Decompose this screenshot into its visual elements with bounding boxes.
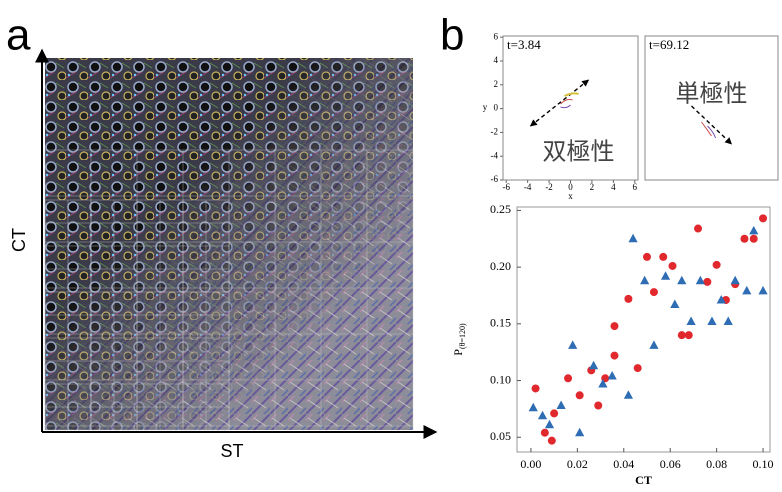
y-axis-label-sub: (θ=120) [458,323,467,349]
triangle-point [568,340,578,349]
particle [707,125,716,139]
triangle-point [556,400,566,409]
triangle-point [677,275,687,285]
x-tick-label: 0.00 [520,457,541,471]
circle-point [547,436,556,445]
y-tick-label: 0.15 [490,316,511,330]
particle [701,121,712,137]
circle-point [624,294,633,303]
circle-point [694,224,703,233]
circle-point [610,322,619,331]
x-tick-label: 0.02 [567,457,588,471]
circle-point [740,234,749,243]
triangle-point [575,427,585,437]
circle-point [540,428,549,437]
circle-point [649,288,658,297]
triangle-point [730,275,740,285]
triangle-point [607,371,617,380]
y-tick-label: 0.25 [490,202,511,216]
plot-title: t=3.84 [507,37,541,52]
y-tick-label: 2 [494,79,499,89]
x-tick-label: 4 [611,182,616,192]
triangle-point [695,275,705,285]
plot-title: t=69.12 [649,37,689,52]
circle-point [594,401,603,410]
triangle-point [649,340,659,349]
triangle-point [716,295,726,304]
triangle-point [640,275,650,285]
panel-label: a [6,11,31,60]
triangle-point [742,285,752,295]
x-tick-label: -2 [545,182,553,192]
x-tick-label: -4 [524,182,532,192]
circle-point [633,364,642,373]
y-axis-label: P(θ=120) [451,323,467,356]
triangle-point [723,316,733,326]
circle-point [677,331,686,340]
triangle-point [707,316,717,326]
triangle-point [528,402,538,412]
circle-point [531,384,540,393]
y-tick-label: -6 [491,174,499,184]
triangle-point [623,390,634,399]
panel-label: b [440,11,464,60]
y-tick-label: -2 [491,126,499,136]
particle [564,92,579,97]
circle-point [703,277,712,286]
arrow [529,79,590,127]
triangle-point [670,299,680,309]
x-tick-label: 6 [633,182,638,192]
circle-point [759,214,768,223]
circle-point [684,331,693,340]
arrow [691,105,733,145]
triangle-point [660,271,671,280]
triangle-point [758,285,768,295]
y-tick-label: -4 [491,150,499,160]
x-tick-label: 2 [590,182,595,192]
x-axis-label: x [568,191,573,201]
plot-frame [644,35,779,181]
y-tick-label: 0.05 [490,429,511,443]
circle-point [564,374,573,383]
y-axis-label-main: P [451,349,465,356]
x-tick-label: 0 [568,182,573,192]
circle-point [659,252,668,261]
plot-frame [516,206,771,453]
y-axis-label: CT [9,228,29,252]
y-axis-label: y [483,102,488,112]
y-tick-label: 0 [494,103,499,113]
annotation: 単極性 [676,81,748,108]
particle [560,99,573,105]
x-tick-label: 0.04 [613,457,634,471]
triangle-point [628,233,638,243]
y-tick-label: 6 [494,31,499,41]
triangle-point [537,410,548,420]
x-tick-label: 0.08 [706,457,727,471]
circle-point [610,351,619,360]
triangle-point [544,419,555,429]
circle-point [668,261,677,270]
mosaic-grid [44,149,414,431]
triangle-point [749,225,759,235]
x-axis-label: CT [635,473,652,487]
triangle-point [598,378,608,388]
annotation: 双極性 [543,139,615,166]
circle-point [550,409,559,418]
x-axis-label: ST [220,441,243,461]
circle-point [749,234,758,243]
y-tick-label: 0.10 [490,372,511,386]
y-tick-label: 0.20 [490,259,511,273]
x-tick-label: -6 [502,182,510,192]
circle-point [642,252,651,261]
particle [560,104,571,109]
circle-point [575,391,584,400]
triangle-point [588,360,599,370]
triangle-point [686,316,696,326]
x-tick-label: 0.10 [753,457,774,471]
circle-point [712,260,721,269]
y-tick-label: 4 [494,55,499,65]
x-tick-label: 0.06 [660,457,681,471]
